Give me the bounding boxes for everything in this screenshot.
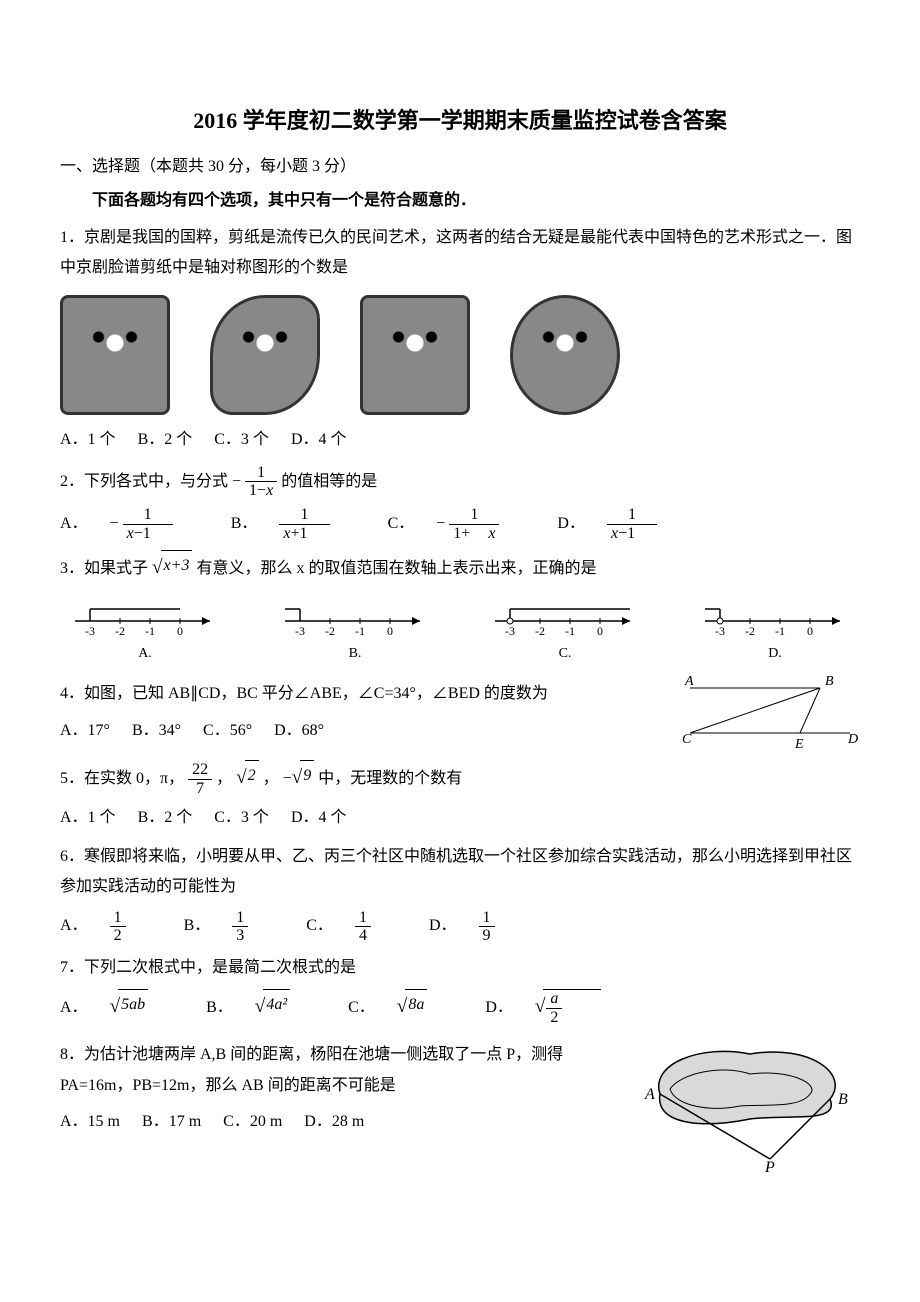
page-title: 2016 学年度初二数学第一学期期末质量监控试卷含答案: [60, 100, 860, 142]
svg-text:-3: -3: [505, 624, 515, 638]
q2-text-a: 2．下列各式中，与分式: [60, 473, 232, 490]
q8-options: A．15 m B．17 m C．20 m D．28 m: [60, 1107, 620, 1137]
q2-opt-b: B． 1x+1: [231, 515, 366, 532]
q8-opt-b: B．17 m: [142, 1113, 201, 1130]
svg-text:-2: -2: [745, 624, 755, 638]
q6-options: A． 12 B． 13 C． 14 D． 19: [60, 909, 860, 945]
q3-nl-c: -3-2-10 C.: [490, 601, 640, 668]
svg-text:-1: -1: [145, 624, 155, 638]
q6-text: 6．寒假即将来临，小明要从甲、乙、丙三个社区中随机选取一个社区参加综合实践活动，…: [60, 842, 860, 903]
svg-text:0: 0: [177, 624, 183, 638]
opera-face-1: [60, 295, 170, 415]
svg-text:0: 0: [807, 624, 813, 638]
svg-text:-1: -1: [355, 624, 365, 638]
q5-text-a: 5．在实数 0，π，: [60, 770, 184, 787]
q6-opt-c: C． 14: [306, 917, 407, 934]
q7-options: A． 5ab B． 4a² C． 8a D． a2: [60, 989, 860, 1026]
q5-opt-d: D．4 个: [291, 809, 347, 826]
svg-text:-3: -3: [715, 624, 725, 638]
q6-opt-a: A． 12: [60, 917, 162, 934]
svg-text:-3: -3: [295, 624, 305, 638]
svg-text:C: C: [682, 732, 692, 747]
q5-text-d: 中，无理数的个数有: [318, 770, 462, 787]
q1-text: 1．京剧是我国的国粹，剪纸是流传已久的民间艺术，这两者的结合无疑是最能代表中国特…: [60, 223, 860, 284]
svg-text:A: A: [684, 674, 694, 689]
q5-opt-a: A．1 个: [60, 809, 116, 826]
q2-text-b: 的值相等的是: [281, 473, 377, 490]
q3-text-b: 有意义，那么 x 的取值范围在数轴上表示出来，正确的是: [196, 560, 596, 577]
q5: 5．在实数 0，π， 227 ， 2 ， −9 中，无理数的个数有: [60, 760, 860, 797]
svg-text:0: 0: [387, 624, 393, 638]
q4-options: A．17° B．34° C．56° D．68°: [60, 716, 660, 746]
q6-opt-b: B． 13: [184, 917, 285, 934]
q1-opt-b: B．2 个: [138, 431, 193, 448]
q4-text: 4．如图，已知 AB∥CD，BC 平分∠ABE，∠C=34°，∠BED 的度数为: [60, 679, 660, 709]
q5-text-c: ，: [263, 770, 279, 787]
q1-options: A．1 个 B．2 个 C．3 个 D．4 个: [60, 425, 860, 455]
svg-text:A: A: [644, 1086, 655, 1103]
q5-text-b: ，: [216, 770, 232, 787]
q5-opt-c: C．3 个: [214, 809, 269, 826]
q2: 2．下列各式中，与分式 − 11−x 的值相等的是: [60, 464, 860, 500]
q7-opt-c: C． 8a: [348, 999, 463, 1016]
q4-opt-b: B．34°: [132, 722, 181, 739]
q4-diagram: A B C D E: [680, 673, 860, 753]
q8-diagram: A B P: [630, 1034, 860, 1174]
svg-text:-1: -1: [565, 624, 575, 638]
q1-opt-a: A．1 个: [60, 431, 116, 448]
q4-opt-a: A．17°: [60, 722, 110, 739]
q3-nl-b: -3-2-10 B.: [280, 601, 430, 668]
q2-options: A． − 1x−1 B． 1x+1 C． − 11+x D． 1x−1: [60, 506, 860, 542]
opera-face-3: [360, 295, 470, 415]
svg-text:B: B: [838, 1091, 848, 1108]
opera-face-2: [210, 295, 320, 415]
q8-text: 8．为估计池塘两岸 A,B 间的距离，杨阳在池塘一侧选取了一点 P，测得 PA=…: [60, 1040, 620, 1101]
q8-opt-a: A．15 m: [60, 1113, 120, 1130]
q1-images: [60, 295, 860, 415]
svg-text:0: 0: [597, 624, 603, 638]
q3-number-lines: -3-2-10 A. -3-2-10 B. -3-2-10: [60, 601, 860, 668]
q8-opt-d: D．28 m: [304, 1113, 364, 1130]
svg-text:-2: -2: [115, 624, 125, 638]
svg-text:B: B: [825, 674, 834, 689]
q5-opt-b: B．2 个: [138, 809, 193, 826]
q3-nl-a: -3-2-10 A.: [70, 601, 220, 668]
svg-text:P: P: [764, 1159, 775, 1174]
q8-opt-c: C．20 m: [223, 1113, 282, 1130]
q3: 3．如果式子 x+3 有意义，那么 x 的取值范围在数轴上表示出来，正确的是: [60, 550, 860, 586]
svg-text:-2: -2: [325, 624, 335, 638]
svg-text:-1: -1: [775, 624, 785, 638]
q3-radical: x+3: [152, 550, 192, 586]
q2-opt-c: C． − 11+x: [388, 515, 536, 532]
q5-options: A．1 个 B．2 个 C．3 个 D．4 个: [60, 803, 860, 833]
q7-text: 7．下列二次根式中，是最简二次根式的是: [60, 953, 860, 983]
svg-text:-2: -2: [535, 624, 545, 638]
q3-nl-d: -3-2-10 D.: [700, 601, 850, 668]
section-1-head: 一、选择题（本题共 30 分，每小题 3 分）: [60, 152, 860, 182]
svg-text:-3: -3: [85, 624, 95, 638]
q7-opt-b: B． 4a²: [206, 999, 326, 1016]
svg-text:E: E: [794, 737, 804, 752]
q4-opt-c: C．56°: [203, 722, 252, 739]
q4-opt-d: D．68°: [274, 722, 324, 739]
svg-text:D: D: [847, 732, 858, 747]
q1-opt-c: C．3 个: [214, 431, 269, 448]
q3-text-a: 3．如果式子: [60, 560, 152, 577]
section-1-note: 下面各题均有四个选项，其中只有一个是符合题意的．: [92, 186, 860, 216]
q5-sqrt-9: 9: [292, 760, 315, 796]
q7-opt-a: A． 5ab: [60, 999, 184, 1016]
q2-opt-d: D． 1x−1: [557, 515, 693, 532]
opera-face-4: [510, 295, 620, 415]
q6-opt-d: D． 19: [429, 917, 531, 934]
q2-stem-frac: 11−x: [245, 464, 277, 500]
q7-opt-d: D． a2: [485, 999, 637, 1016]
q2-opt-a: A． − 1x−1: [60, 515, 209, 532]
q5-sqrt-2: 2: [236, 760, 259, 796]
q1-opt-d: D．4 个: [291, 431, 347, 448]
q5-frac: 227: [188, 761, 212, 797]
